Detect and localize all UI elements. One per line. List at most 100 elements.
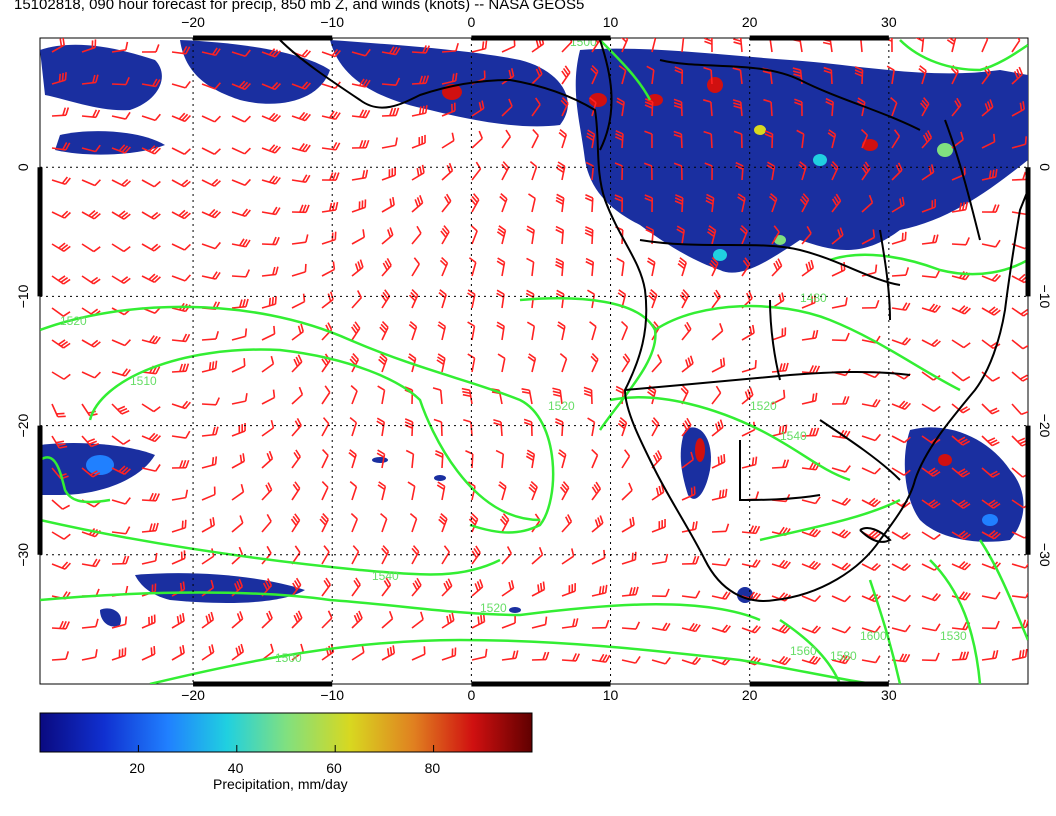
wind-barb bbox=[411, 545, 420, 565]
wind-barb bbox=[350, 385, 358, 405]
wind-barb bbox=[291, 293, 306, 309]
wind-barb bbox=[1011, 403, 1028, 416]
wind-barb bbox=[201, 147, 221, 155]
wind-barb bbox=[621, 621, 641, 630]
wind-barb bbox=[261, 450, 274, 469]
lon-label-bottom: −20 bbox=[181, 687, 205, 703]
wind-barb bbox=[951, 371, 971, 382]
wind-barb bbox=[261, 206, 281, 216]
wind-barb bbox=[921, 199, 937, 213]
wind-barb bbox=[351, 139, 370, 149]
wind-barb bbox=[981, 435, 1000, 447]
wind-barb bbox=[771, 592, 791, 602]
wind-barb bbox=[411, 45, 431, 54]
wind-barb bbox=[261, 513, 272, 533]
wind-barb bbox=[861, 467, 881, 475]
wind-barb bbox=[351, 48, 371, 57]
wind-barb bbox=[951, 237, 970, 246]
wind-barb bbox=[711, 624, 731, 633]
lat-label-right: 0 bbox=[1037, 163, 1053, 171]
wind-barb bbox=[501, 161, 510, 181]
wind-barb bbox=[711, 591, 731, 600]
wind-barb bbox=[231, 393, 248, 405]
wind-barb bbox=[801, 329, 819, 341]
wind-barb bbox=[621, 551, 637, 565]
wind-barb bbox=[981, 591, 1001, 600]
wind-barb bbox=[261, 296, 277, 309]
wind-barb bbox=[290, 513, 301, 533]
wind-barb bbox=[921, 499, 941, 509]
wind-barb bbox=[741, 559, 761, 568]
wind-barb bbox=[291, 449, 301, 469]
wind-barb bbox=[408, 289, 419, 309]
wind-barb bbox=[291, 610, 303, 629]
wind-barb bbox=[644, 130, 653, 149]
wind-barb bbox=[621, 516, 635, 533]
wind-barb bbox=[891, 302, 911, 311]
wind-barb bbox=[585, 161, 595, 181]
wind-barb bbox=[81, 39, 97, 53]
wind-barb bbox=[440, 225, 450, 245]
wind-barb bbox=[467, 481, 476, 501]
wind-barb bbox=[921, 234, 939, 245]
wind-barb bbox=[441, 132, 455, 149]
wind-barb bbox=[468, 257, 477, 277]
wind-barb bbox=[351, 290, 363, 309]
wind-barb bbox=[531, 651, 550, 661]
wind-barb bbox=[854, 66, 864, 85]
wind-barb bbox=[51, 561, 71, 570]
wind-barb bbox=[81, 339, 101, 348]
wind-barb bbox=[831, 529, 851, 539]
wind-barb bbox=[951, 97, 962, 117]
wind-barb bbox=[493, 418, 503, 437]
wind-barb bbox=[498, 481, 507, 501]
wind-barb bbox=[231, 578, 244, 597]
wind-barb bbox=[81, 109, 101, 119]
wind-barb bbox=[590, 65, 599, 85]
wind-barb bbox=[111, 435, 131, 445]
wind-barb bbox=[141, 552, 158, 565]
wind-barb bbox=[291, 418, 302, 437]
wind-barb bbox=[711, 453, 726, 469]
wind-barb bbox=[441, 42, 459, 53]
wind-barb bbox=[201, 271, 221, 280]
wind-barb bbox=[321, 417, 330, 437]
contour-label: 1520 bbox=[750, 399, 777, 413]
wind-barb bbox=[561, 653, 581, 662]
wind-barb bbox=[673, 162, 683, 181]
wind-barb bbox=[171, 612, 185, 629]
wind-barb bbox=[526, 321, 536, 341]
wind-barb bbox=[291, 386, 304, 405]
wind-barb bbox=[231, 453, 246, 469]
wind-barb bbox=[861, 497, 881, 508]
wind-barb bbox=[981, 204, 1000, 213]
wind-barb bbox=[171, 644, 185, 661]
wind-barb bbox=[831, 465, 851, 473]
wind-barb bbox=[831, 497, 851, 506]
wind-barb bbox=[681, 38, 685, 53]
wind-barb bbox=[681, 321, 692, 341]
wind-barb bbox=[51, 210, 71, 219]
wind-barb bbox=[523, 418, 533, 437]
wind-barb bbox=[411, 257, 420, 277]
wind-barb bbox=[621, 586, 639, 597]
wind-barb bbox=[111, 339, 131, 347]
wind-barb bbox=[81, 618, 99, 629]
wind-barb bbox=[201, 456, 218, 469]
wind-barb bbox=[111, 368, 131, 377]
wind-barb bbox=[528, 481, 538, 501]
wind-barb bbox=[201, 611, 215, 629]
wind-barb bbox=[438, 289, 447, 309]
wind-barb bbox=[291, 81, 311, 90]
wind-barb bbox=[651, 484, 665, 501]
wind-barb bbox=[981, 529, 1001, 540]
wind-barb bbox=[231, 422, 246, 437]
wind-barb bbox=[616, 97, 625, 117]
wind-barb bbox=[351, 78, 371, 88]
wind-barb bbox=[801, 496, 821, 505]
wind-barb bbox=[496, 225, 507, 245]
wind-barb bbox=[861, 655, 881, 664]
wind-barb bbox=[620, 320, 629, 341]
wind-barb bbox=[771, 559, 791, 570]
wind-barb bbox=[526, 225, 535, 245]
